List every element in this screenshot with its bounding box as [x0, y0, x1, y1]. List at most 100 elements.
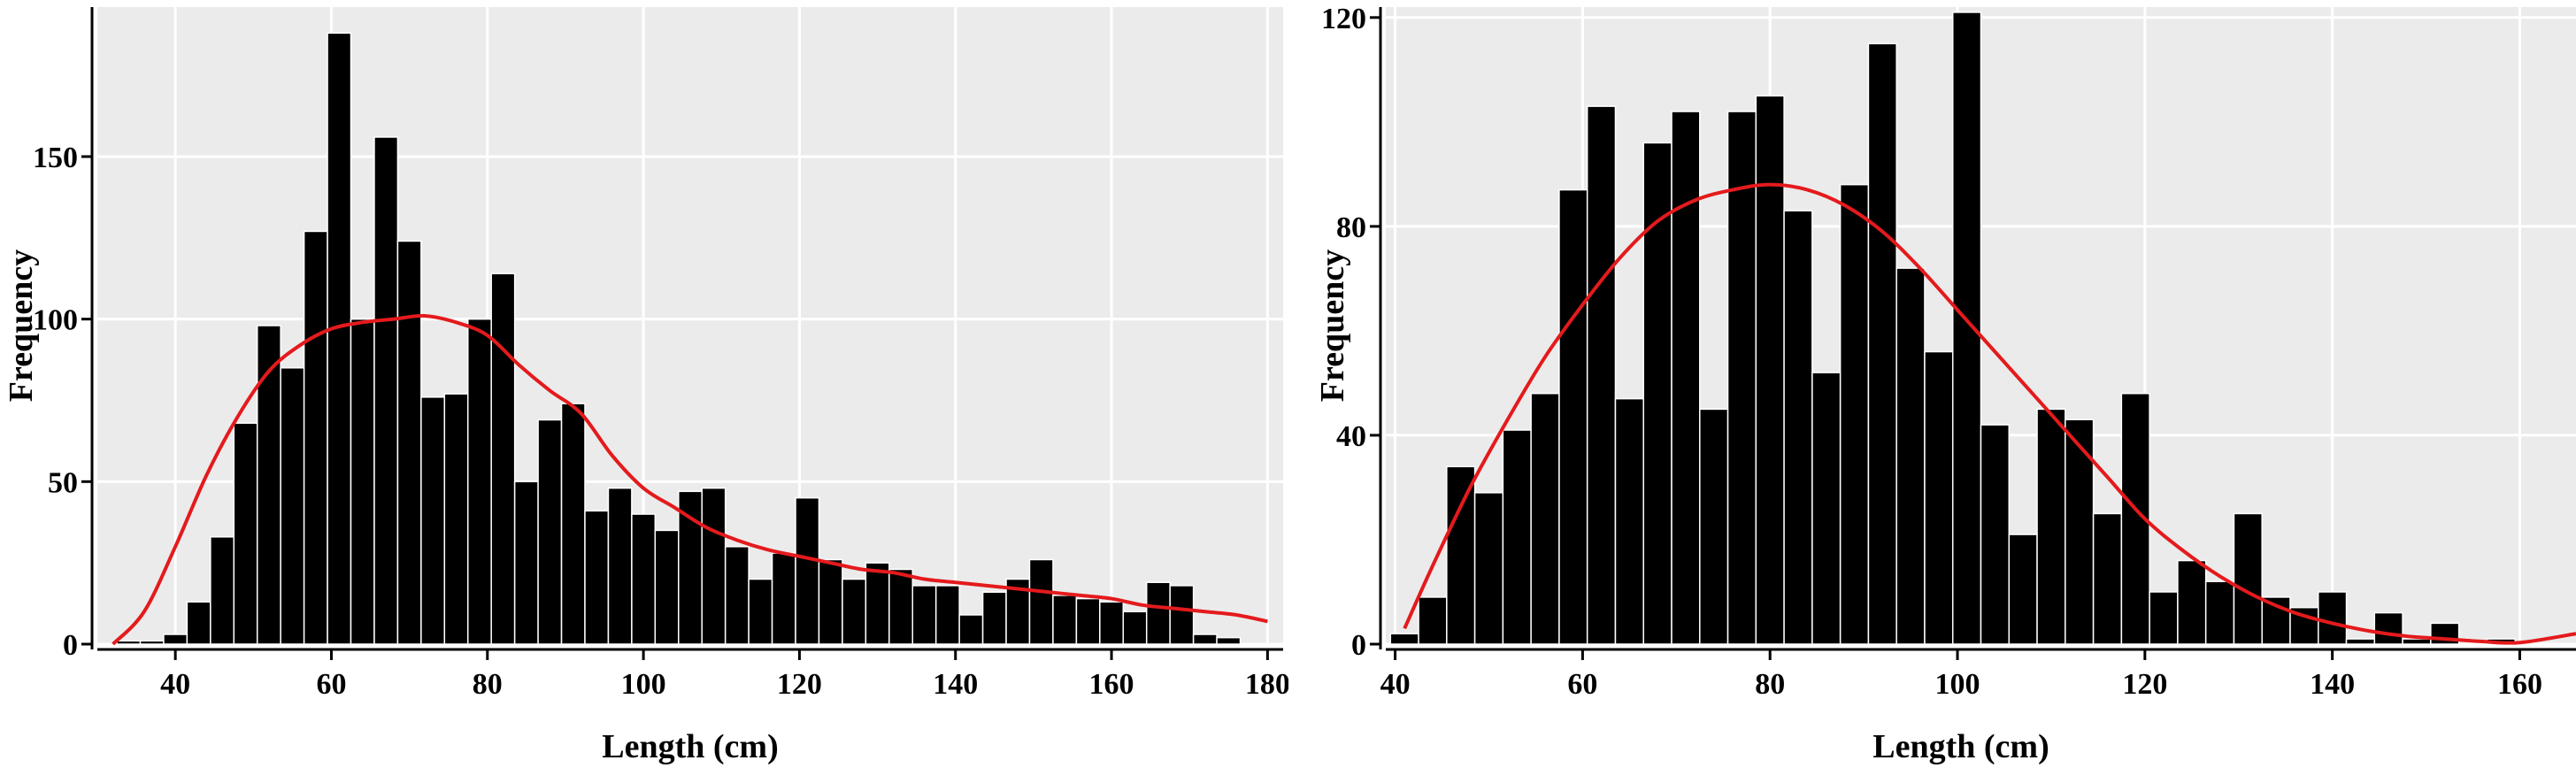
density-curve — [111, 313, 1268, 646]
histogram-bar — [1980, 424, 2011, 645]
histogram-bar — [280, 367, 305, 645]
histogram-bar — [1028, 558, 1054, 645]
x-ticks: 40 60 80 100 120 140 160 180 — [160, 649, 1288, 701]
histogram-bar — [607, 487, 633, 645]
x-tick-label: 140 — [933, 668, 978, 701]
histogram-bar — [396, 240, 422, 645]
axes — [90, 7, 1283, 651]
x-axis-title: Length (cm) — [1872, 728, 2049, 765]
x-tick-label: 160 — [2497, 668, 2542, 701]
histogram-bar — [2036, 408, 2066, 645]
left-histogram: 40 60 80 100 120 140 160 180 0 50 100 150 Length (… — [3, 7, 1288, 765]
histogram-bar — [2373, 611, 2403, 645]
histogram-bar — [1122, 611, 1148, 645]
histogram-bar — [958, 614, 984, 645]
histogram-bar — [1642, 142, 1672, 645]
histogram-bar — [654, 529, 680, 645]
x-tick-label: 120 — [2122, 668, 2167, 701]
histogram-bar — [2149, 591, 2179, 645]
axes — [1379, 7, 2576, 651]
histogram-bar — [350, 318, 375, 645]
histogram-bar — [2008, 534, 2038, 645]
x-tick-label: 80 — [473, 668, 503, 701]
histogram-bar — [1446, 465, 1476, 645]
histogram-bar — [1671, 111, 1701, 645]
x-ticks: 40 60 80 100 120 140 160 — [1380, 649, 2542, 701]
histogram-bar — [1783, 210, 1813, 645]
y-tick-label: 50 — [48, 466, 78, 499]
x-tick-label: 60 — [316, 668, 346, 701]
histogram-bar — [1558, 188, 1588, 645]
x-tick-label: 140 — [2310, 668, 2355, 701]
histogram-bar — [537, 419, 563, 645]
histogram-bar — [490, 273, 516, 645]
histogram-bar — [373, 136, 399, 645]
histogram-bar — [818, 558, 843, 645]
histogram-bar — [701, 487, 727, 645]
y-tick-label: 100 — [33, 304, 78, 337]
y-tick-label: 80 — [1336, 211, 1366, 244]
histogram-bar — [1145, 581, 1171, 645]
histogram-bar — [327, 32, 352, 645]
histogram-bar — [1502, 429, 1532, 645]
histogram-bar — [1169, 585, 1195, 645]
histogram-bar — [2318, 591, 2348, 645]
histogram-bar — [934, 585, 960, 645]
histogram-bar — [2233, 512, 2263, 645]
x-tick-label: 120 — [777, 668, 822, 701]
y-ticks: 0 40 80 120 — [1321, 3, 1380, 662]
histogram-bar — [1895, 267, 1926, 645]
bars — [1389, 12, 2516, 645]
y-tick-label: 150 — [33, 142, 78, 174]
histogram-bar — [1924, 350, 1954, 645]
histogram-bar — [1951, 12, 1982, 645]
histogram-bar — [2204, 580, 2235, 645]
x-tick-label: 100 — [621, 668, 666, 701]
y-tick-label: 40 — [1336, 420, 1366, 453]
histogram-bar — [116, 640, 142, 645]
histogram-bar — [1614, 397, 1644, 645]
histogram-bar — [1867, 42, 1897, 645]
x-tick-label: 100 — [1935, 668, 1980, 701]
histogram-bar — [865, 562, 890, 645]
bars — [116, 32, 1242, 645]
histogram-bar — [2177, 559, 2207, 645]
histogram-bar — [1755, 95, 1785, 645]
histogram-bar — [303, 230, 328, 645]
histogram-bar — [981, 591, 1007, 645]
histogram-bar — [443, 393, 469, 645]
histogram-bar — [771, 552, 796, 645]
histogram-bar — [1216, 636, 1242, 645]
y-ticks: 0 50 100 150 — [33, 142, 92, 662]
histogram-bar — [2065, 419, 2095, 645]
x-tick-label: 160 — [1089, 668, 1134, 701]
histogram-bar — [163, 634, 188, 645]
density-curve — [1403, 182, 2576, 645]
x-axis-title: Length (cm) — [602, 728, 778, 765]
x-tick-label: 60 — [1567, 668, 1597, 701]
histogram-bar — [748, 578, 773, 645]
histogram-bar — [139, 640, 165, 645]
histogram-bar — [2402, 638, 2432, 645]
histogram-bar — [888, 568, 913, 645]
histogram-bar — [724, 546, 750, 645]
histogram-bar — [560, 403, 586, 645]
histogram-bar — [1052, 595, 1078, 645]
histogram-bar — [1099, 601, 1125, 645]
histogram-bar — [1075, 597, 1101, 645]
histogram-bar — [1192, 634, 1218, 645]
histogram-bar — [1389, 633, 1419, 645]
x-tick-label: 40 — [160, 668, 190, 701]
histogram-bar — [233, 422, 258, 645]
histogram-bar — [2092, 512, 2123, 645]
y-tick-label: 0 — [63, 629, 78, 662]
y-tick-label: 120 — [1321, 3, 1366, 35]
histogram-bar — [584, 510, 610, 645]
x-tick-label: 40 — [1380, 668, 1411, 701]
histogram-bar — [842, 578, 867, 645]
histogram-bar — [1811, 372, 1842, 645]
histogram-bar — [1699, 408, 1729, 645]
histogram-bar — [467, 318, 492, 645]
y-axis-title: Frequency — [1314, 250, 1351, 402]
